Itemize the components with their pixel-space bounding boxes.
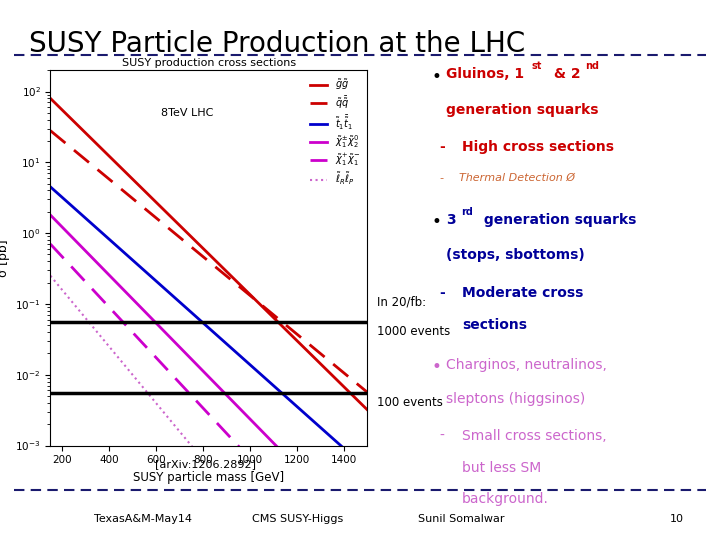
Text: 1000 events: 1000 events	[377, 325, 450, 338]
Text: SUSY Particle Production at the LHC: SUSY Particle Production at the LHC	[29, 30, 525, 58]
Text: generation squarks: generation squarks	[446, 103, 599, 117]
Text: -: -	[439, 286, 445, 300]
Text: -: -	[439, 429, 444, 443]
Text: st: st	[531, 61, 541, 71]
Text: Thermal Detection Ø: Thermal Detection Ø	[459, 173, 575, 183]
Text: (stops, sbottoms): (stops, sbottoms)	[446, 248, 585, 262]
Text: In 20/fb:: In 20/fb:	[377, 296, 426, 309]
Text: High cross sections: High cross sections	[462, 140, 614, 154]
Text: -: -	[439, 140, 445, 154]
Text: Gluinos, 1: Gluinos, 1	[446, 68, 525, 82]
Text: 10: 10	[670, 515, 683, 524]
Text: 100 events: 100 events	[377, 396, 442, 409]
Text: background.: background.	[462, 492, 549, 506]
Title: SUSY production cross sections: SUSY production cross sections	[122, 58, 296, 68]
Text: 8TeV LHC: 8TeV LHC	[161, 108, 214, 118]
Text: nd: nd	[585, 61, 599, 71]
Text: •: •	[432, 68, 442, 85]
Text: 3: 3	[446, 213, 456, 227]
Text: •: •	[432, 213, 442, 231]
Text: generation squarks: generation squarks	[479, 213, 636, 227]
Text: sections: sections	[462, 318, 527, 332]
Text: •: •	[432, 358, 442, 376]
Text: Small cross sections,: Small cross sections,	[462, 429, 607, 443]
Text: CMS SUSY-Higgs: CMS SUSY-Higgs	[252, 515, 343, 524]
Text: Charginos, neutralinos,: Charginos, neutralinos,	[446, 358, 607, 372]
Text: -: -	[439, 173, 444, 183]
Text: TexasA&M-May14: TexasA&M-May14	[94, 515, 192, 524]
Text: Sunil Somalwar: Sunil Somalwar	[418, 515, 504, 524]
Y-axis label: σ [pb]: σ [pb]	[0, 239, 9, 276]
Text: [arXiv:1206.2892]: [arXiv:1206.2892]	[155, 459, 256, 469]
Legend: $\tilde{g}\tilde{g}$, $\tilde{q}\bar{\tilde{q}}$, $\tilde{t}_1\bar{\tilde{t}}_1$: $\tilde{g}\tilde{g}$, $\tilde{q}\bar{\ti…	[308, 75, 362, 189]
X-axis label: SUSY particle mass [GeV]: SUSY particle mass [GeV]	[133, 471, 284, 484]
Text: & 2: & 2	[549, 68, 581, 82]
Text: sleptons (higgsinos): sleptons (higgsinos)	[446, 392, 585, 406]
Text: but less SM: but less SM	[462, 461, 541, 475]
Text: Moderate cross: Moderate cross	[462, 286, 584, 300]
Text: rd: rd	[461, 207, 472, 217]
